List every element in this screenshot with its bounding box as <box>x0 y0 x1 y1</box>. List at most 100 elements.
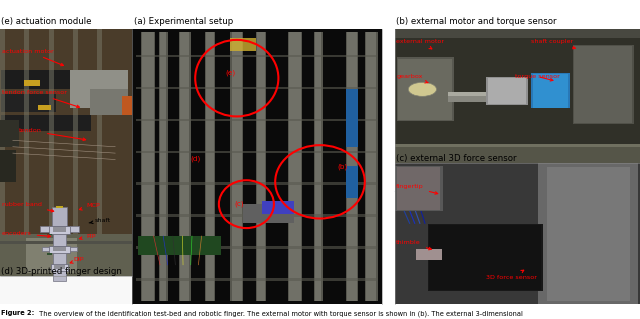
Bar <box>428 224 543 291</box>
Bar <box>53 271 66 281</box>
Bar <box>0 241 132 244</box>
Bar <box>136 182 376 185</box>
Text: torque sensor: torque sensor <box>515 74 560 81</box>
Text: (b) external motor and torque sensor: (b) external motor and torque sensor <box>396 17 557 26</box>
Bar <box>141 32 155 301</box>
Text: tendon force sensor: tendon force sensor <box>2 90 79 108</box>
Bar <box>314 32 323 301</box>
Text: (b): (b) <box>337 163 348 170</box>
Bar <box>40 226 49 232</box>
Bar <box>448 92 525 96</box>
Bar <box>547 167 630 301</box>
Text: MCP: MCP <box>79 203 100 210</box>
Bar <box>136 119 376 121</box>
Bar <box>138 236 221 255</box>
Bar <box>42 247 49 251</box>
Text: (e) actuation module: (e) actuation module <box>1 17 92 26</box>
Bar <box>136 278 376 281</box>
Bar <box>26 238 77 273</box>
Bar <box>429 225 541 290</box>
Bar <box>49 29 54 276</box>
Bar <box>365 32 378 301</box>
Text: actuation motor: actuation motor <box>2 48 63 66</box>
Text: thimble: thimble <box>396 240 431 250</box>
Bar <box>346 89 358 147</box>
Bar <box>160 32 166 301</box>
Text: rubber band: rubber band <box>2 202 54 212</box>
Bar <box>122 96 132 115</box>
Bar <box>488 78 526 104</box>
Bar <box>448 93 525 102</box>
Bar <box>38 105 51 110</box>
Text: gearbox: gearbox <box>396 74 428 83</box>
Bar <box>180 32 189 301</box>
Bar <box>132 29 382 304</box>
Bar <box>346 32 358 301</box>
Bar <box>206 32 214 301</box>
Bar <box>0 234 132 276</box>
Bar <box>533 74 568 108</box>
Bar <box>289 32 301 301</box>
Text: external motor: external motor <box>396 39 444 49</box>
Bar <box>0 29 132 276</box>
Bar <box>398 59 452 120</box>
Bar <box>47 234 52 235</box>
Text: tendon: tendon <box>19 128 86 141</box>
Bar <box>136 87 376 89</box>
Bar <box>90 89 128 115</box>
Bar <box>0 120 19 147</box>
Bar <box>136 214 376 217</box>
Bar <box>256 32 266 301</box>
Bar <box>288 32 302 301</box>
Bar <box>53 234 66 246</box>
Bar <box>53 247 66 251</box>
Bar <box>230 38 256 51</box>
Text: (c): (c) <box>234 200 244 207</box>
Bar <box>395 38 640 147</box>
Bar <box>262 201 294 214</box>
Bar <box>397 57 454 121</box>
Text: encoders: encoders <box>2 231 51 237</box>
Bar <box>49 246 70 253</box>
Circle shape <box>408 82 436 96</box>
Bar <box>179 32 191 301</box>
Bar <box>1 94 56 112</box>
Bar <box>395 166 443 211</box>
Bar <box>486 77 528 105</box>
Bar <box>70 70 128 108</box>
Text: (d) 3D-printed finger design: (d) 3D-printed finger design <box>1 267 122 276</box>
Bar <box>538 163 638 304</box>
Bar <box>205 32 215 301</box>
Bar <box>0 277 132 304</box>
Text: The overview of the identification test-bed and robotic finger. The external mot: The overview of the identification test-… <box>37 310 523 316</box>
Bar <box>136 246 376 249</box>
Bar <box>395 29 640 163</box>
Bar <box>574 46 632 123</box>
Bar <box>51 264 68 271</box>
Bar <box>136 151 376 153</box>
Bar <box>142 32 154 301</box>
Bar <box>347 32 357 301</box>
Bar <box>70 226 79 232</box>
Bar <box>366 32 376 301</box>
Bar <box>0 150 16 182</box>
Bar <box>24 80 40 86</box>
Bar <box>531 73 570 108</box>
Text: (e): (e) <box>225 70 236 77</box>
Bar <box>73 29 78 276</box>
Bar <box>573 45 634 124</box>
Bar <box>47 253 52 255</box>
Bar <box>395 163 640 304</box>
Text: shaft: shaft <box>89 218 111 224</box>
Bar <box>346 166 358 198</box>
Bar <box>395 144 640 147</box>
Text: (d): (d) <box>191 155 201 162</box>
Text: fingertip: fingertip <box>396 184 438 194</box>
Text: DIP: DIP <box>70 257 84 263</box>
Bar <box>230 32 243 301</box>
Bar <box>1 70 78 89</box>
Bar <box>257 32 265 301</box>
Bar <box>24 29 29 276</box>
Bar <box>0 29 5 276</box>
Bar <box>1 115 91 131</box>
